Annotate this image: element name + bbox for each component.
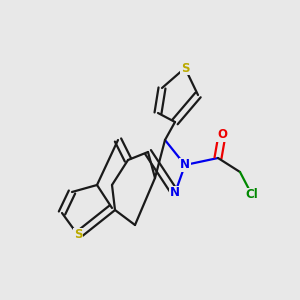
- Text: S: S: [74, 229, 82, 242]
- Text: S: S: [181, 61, 189, 74]
- Text: Cl: Cl: [246, 188, 258, 202]
- Text: N: N: [170, 187, 180, 200]
- Text: N: N: [180, 158, 190, 172]
- Text: O: O: [217, 128, 227, 142]
